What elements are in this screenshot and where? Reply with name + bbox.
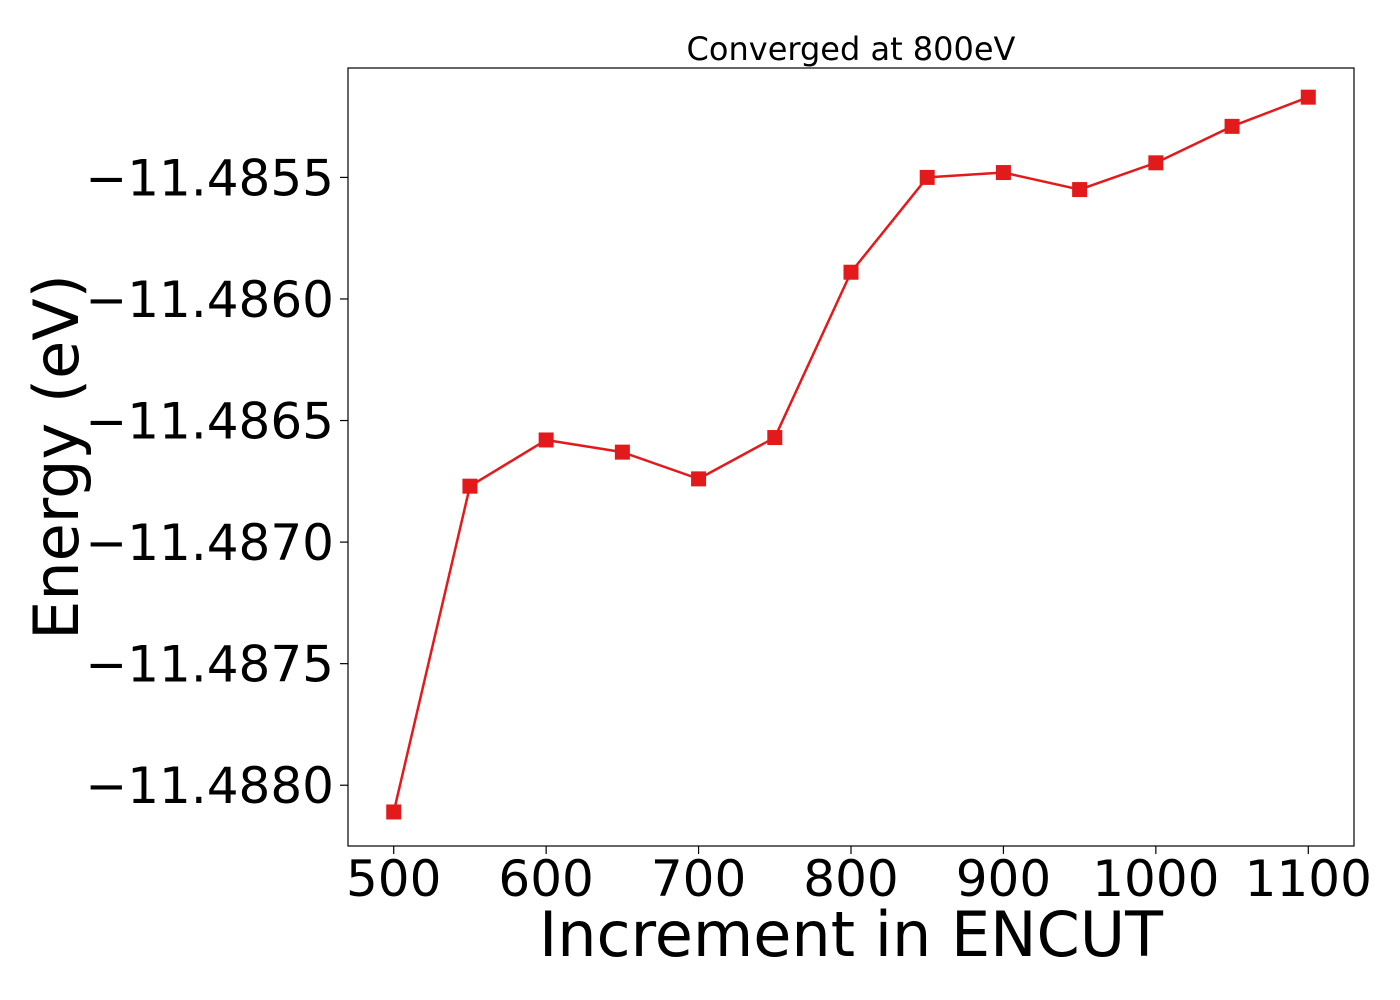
x-tick-label: 700 xyxy=(651,850,746,908)
series-line xyxy=(392,96,1309,813)
x-tick-label: 900 xyxy=(956,850,1051,908)
data-point xyxy=(995,165,1011,181)
x-tick-label: 1100 xyxy=(1245,850,1372,908)
y-tick-label: −11.4875 xyxy=(85,636,334,694)
data-point xyxy=(538,432,554,448)
data-point xyxy=(462,478,478,494)
x-tick-label: 800 xyxy=(803,850,898,908)
data-point xyxy=(1072,182,1088,198)
data-point xyxy=(614,444,630,460)
series-layer xyxy=(386,89,1316,820)
y-tick-label: −11.4870 xyxy=(85,514,334,572)
data-point xyxy=(691,471,707,487)
data-point xyxy=(843,264,859,280)
y-tick-label: −11.4880 xyxy=(85,757,334,815)
x-tick-label: 1000 xyxy=(1092,850,1219,908)
y-axis-ticks: −11.4880 −11.4875 −11.4870 −11.4865 −11.4860… xyxy=(85,149,348,815)
data-point xyxy=(1300,89,1316,105)
x-axis-ticks: 500 600 700 800 900 1000 1100 xyxy=(346,846,1372,908)
data-point xyxy=(767,430,783,446)
chart-title: Converged at 800eV xyxy=(687,30,1016,68)
x-tick-label: 500 xyxy=(346,850,441,908)
y-axis-label: Energy (eV) xyxy=(20,274,93,640)
y-tick-label: −11.4855 xyxy=(85,149,334,207)
y-tick-label: −11.4860 xyxy=(85,271,334,329)
x-axis-label: Increment in ENCUT xyxy=(539,898,1164,971)
data-point xyxy=(919,169,935,185)
x-tick-label: 600 xyxy=(498,850,593,908)
data-point xyxy=(1224,118,1240,134)
plot-area-frame xyxy=(347,67,1355,847)
data-point xyxy=(386,804,402,820)
data-point xyxy=(1148,155,1164,171)
y-tick-label: −11.4865 xyxy=(85,393,334,451)
